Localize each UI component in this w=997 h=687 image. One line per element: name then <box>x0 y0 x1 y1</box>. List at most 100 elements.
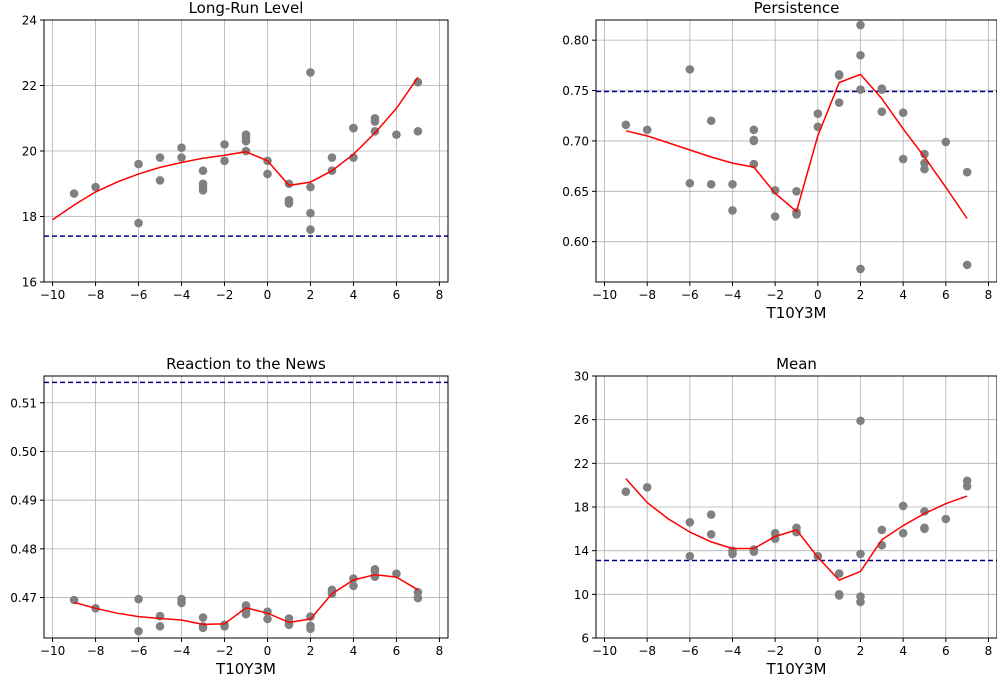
scatter-point <box>898 528 908 538</box>
x-tick-label: −2 <box>766 644 784 658</box>
x-tick-label: 4 <box>350 644 358 658</box>
scatter-point <box>370 127 380 136</box>
x-tick-label: 4 <box>350 288 358 302</box>
chart-reaction-to-the-news: −10 −8 −6 −4 −2 0 2 4 6 8 0.47 0.48 0.49 0.50 0.51 Reac… <box>10 355 449 678</box>
x-tick-label: 2 <box>307 644 315 658</box>
y-tick-label: 26 <box>574 413 589 427</box>
scatter-point <box>413 127 423 136</box>
scatter-point <box>898 154 908 164</box>
axis-ticks <box>592 375 989 642</box>
scatter-point <box>728 206 737 215</box>
y-tick-label: 0.65 <box>562 185 589 199</box>
scatter-point <box>306 208 315 218</box>
scatter-point <box>198 623 208 633</box>
scatter-point <box>685 551 695 561</box>
x-tick-label: −10 <box>592 644 617 658</box>
scatter-point <box>749 136 759 146</box>
chart-title: Mean <box>776 355 817 373</box>
scatter-point <box>177 143 186 153</box>
scatter-point <box>941 137 951 147</box>
scatter-point <box>962 167 972 177</box>
scatter-point <box>898 108 908 118</box>
scatter-point <box>834 569 844 578</box>
x-axis-label: T10Y3M <box>766 304 827 322</box>
scatter-point <box>706 179 716 189</box>
scatter-point <box>877 525 887 535</box>
plot-frame <box>595 19 997 283</box>
x-tick-label: −4 <box>724 644 742 658</box>
scatter-point <box>284 195 294 205</box>
y-tick-label: 10 <box>574 588 589 602</box>
x-tick-label: −6 <box>130 644 148 658</box>
scatter-point <box>834 71 844 80</box>
scatter-point <box>621 120 631 130</box>
x-tick-label: 6 <box>393 644 401 658</box>
scatter-point <box>920 524 929 534</box>
scatter-point <box>920 507 929 516</box>
scatter-point <box>834 98 844 107</box>
grid <box>44 376 448 638</box>
x-tick-label: 0 <box>264 644 272 658</box>
scatter-point <box>877 107 887 116</box>
y-tick-label: 14 <box>574 544 589 558</box>
x-tick-label: 4 <box>899 644 907 658</box>
y-tick-label: 0.60 <box>562 235 589 249</box>
scatter-point <box>877 85 887 94</box>
scatter-point <box>749 125 759 135</box>
scatter-point <box>349 123 358 133</box>
x-tick-label: 6 <box>942 644 950 658</box>
scatter-point <box>856 50 865 60</box>
x-tick-label: −4 <box>724 288 742 302</box>
x-tick-label: −4 <box>173 288 191 302</box>
scatter-point <box>770 212 780 221</box>
scatter-point <box>69 595 79 605</box>
scatter-point <box>370 572 380 581</box>
grid <box>596 20 997 282</box>
x-tick-label: −8 <box>87 644 105 658</box>
scatter-point <box>706 510 716 519</box>
scatter-point <box>856 597 865 607</box>
scatter-point <box>220 140 229 149</box>
y-tick-label: 0.47 <box>10 591 37 605</box>
x-tick-label: −2 <box>216 644 234 658</box>
scatter-point <box>856 416 865 426</box>
y-tick-label: 6 <box>581 632 589 646</box>
scatter-point <box>962 481 972 491</box>
axis-ticks <box>40 19 440 286</box>
chart-title: Persistence <box>754 0 840 17</box>
scatter-point <box>392 130 401 139</box>
scatter-point <box>134 218 143 228</box>
x-tick-label: −8 <box>638 644 656 658</box>
scatter-point <box>155 622 165 631</box>
scatter-point <box>306 68 315 77</box>
y-tick-label: 18 <box>574 501 589 515</box>
scatter-point <box>706 529 716 539</box>
scatter-point <box>920 149 929 159</box>
scatter-point <box>792 187 801 196</box>
scatter-point <box>813 109 823 119</box>
axis-ticks <box>592 39 989 286</box>
scatter-point <box>898 501 908 511</box>
scatter-point <box>856 549 865 559</box>
scatter-point <box>134 159 143 169</box>
scatter-point <box>263 169 272 179</box>
y-tick-label: 22 <box>22 79 37 93</box>
scatter-point <box>69 189 79 198</box>
trend-line <box>625 478 968 581</box>
trend-line <box>625 73 968 219</box>
chart-title: Long-Run Level <box>189 0 304 17</box>
y-tick-label: 0.70 <box>562 134 589 148</box>
scatter-points <box>621 416 972 607</box>
scatter-point <box>306 225 315 234</box>
scatter-point <box>198 182 208 192</box>
scatter-point <box>370 117 380 126</box>
scatter-point <box>134 594 143 604</box>
scatter-point <box>284 179 294 189</box>
y-tick-label: 20 <box>22 145 37 159</box>
scatter-point <box>177 598 186 608</box>
scatter-point <box>327 153 337 162</box>
x-tick-label: −6 <box>130 288 148 302</box>
chart-title: Reaction to the News <box>166 355 326 373</box>
